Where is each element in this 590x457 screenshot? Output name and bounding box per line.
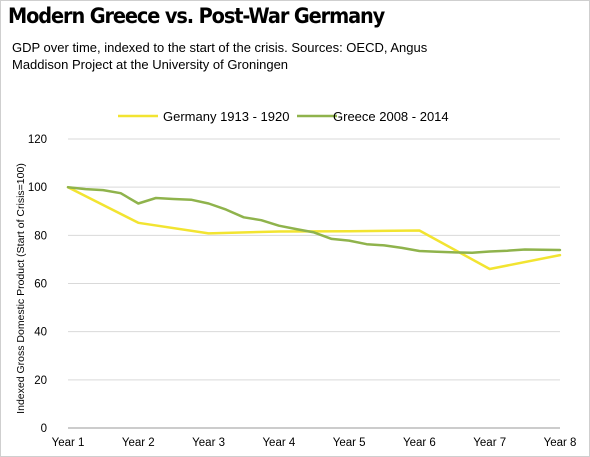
x-tick-labels: Year 1 Year 2 Year 3 Year 4 Year 5 Year 6 Year…: [52, 437, 577, 449]
legend-label-0: Germany 1913 - 1920: [163, 109, 289, 124]
y-tick-label: 0: [41, 423, 47, 435]
legend: Germany 1913 - 1920 Greece 2008 - 2014: [118, 109, 449, 124]
gridlines: [68, 138, 560, 429]
y-axis-label: Indexed Gross Domestic Product (Start of…: [15, 163, 27, 414]
y-tick-label: 40: [34, 327, 47, 339]
x-tick-label: Year 7: [473, 437, 506, 449]
series-lines: [66, 185, 562, 271]
legend-label-1: Greece 2008 - 2014: [333, 109, 449, 124]
x-tick-label: Year 5: [333, 437, 366, 449]
x-tick-label: Year 4: [262, 437, 295, 449]
chart-subtitle: GDP over time, indexed to the start of t…: [12, 40, 428, 72]
series-line-0: [66, 185, 562, 271]
y-tick-labels: 0 20 40 60 80 100 120: [28, 134, 47, 435]
x-tick-label: Year 2: [122, 437, 155, 449]
y-tick-label: 120: [28, 134, 47, 146]
x-tick-label: Year 6: [403, 437, 436, 449]
y-tick-label: 80: [34, 230, 47, 242]
x-tick-label: Year 8: [544, 437, 577, 449]
x-tick-label: Year 1: [52, 437, 85, 449]
y-tick-label: 100: [28, 182, 47, 194]
y-tick-label: 60: [34, 279, 47, 291]
series-line-1: [66, 185, 562, 254]
y-tick-label: 20: [34, 375, 47, 387]
chart-title: Modern Greece vs. Post-War Germany: [8, 4, 385, 28]
x-tick-label: Year 3: [192, 437, 225, 449]
